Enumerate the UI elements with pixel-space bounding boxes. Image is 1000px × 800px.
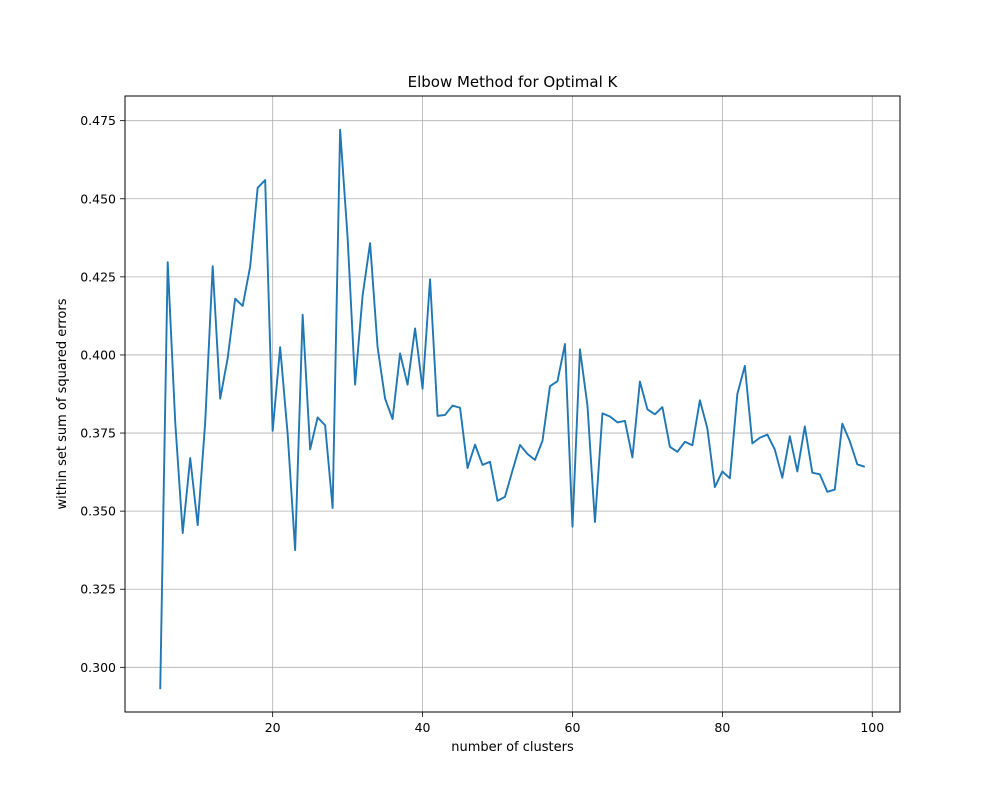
y-tick-label: 0.475: [80, 113, 116, 128]
y-tick-label: 0.300: [80, 660, 116, 675]
x-axis-label: number of clusters: [451, 740, 574, 755]
x-axis-ticks: 20 40 60 80 100: [265, 712, 884, 735]
y-axis-ticks: 0.300 0.325 0.350 0.375 0.400 0.425 0.450 0.475: [80, 113, 125, 675]
x-tick-label: 80: [714, 720, 730, 735]
y-tick-label: 0.350: [80, 504, 116, 519]
y-tick-label: 0.325: [80, 582, 116, 597]
axes-frame: [124, 95, 901, 713]
chart-title: Elbow Method for Optimal K: [408, 73, 619, 91]
y-axis-label: within set sum of squared errors: [55, 298, 70, 509]
series-line: [159, 128, 866, 690]
y-tick-label: 0.425: [80, 269, 116, 284]
x-tick-label: 100: [860, 720, 884, 735]
y-tick-label: 0.400: [80, 347, 116, 362]
plot-area: [159, 128, 866, 690]
x-tick-label: 20: [265, 720, 281, 735]
x-tick-label: 40: [415, 720, 431, 735]
y-tick-label: 0.450: [80, 191, 116, 206]
grid: [125, 96, 900, 712]
y-tick-label: 0.375: [80, 426, 116, 441]
x-tick-label: 60: [565, 720, 581, 735]
